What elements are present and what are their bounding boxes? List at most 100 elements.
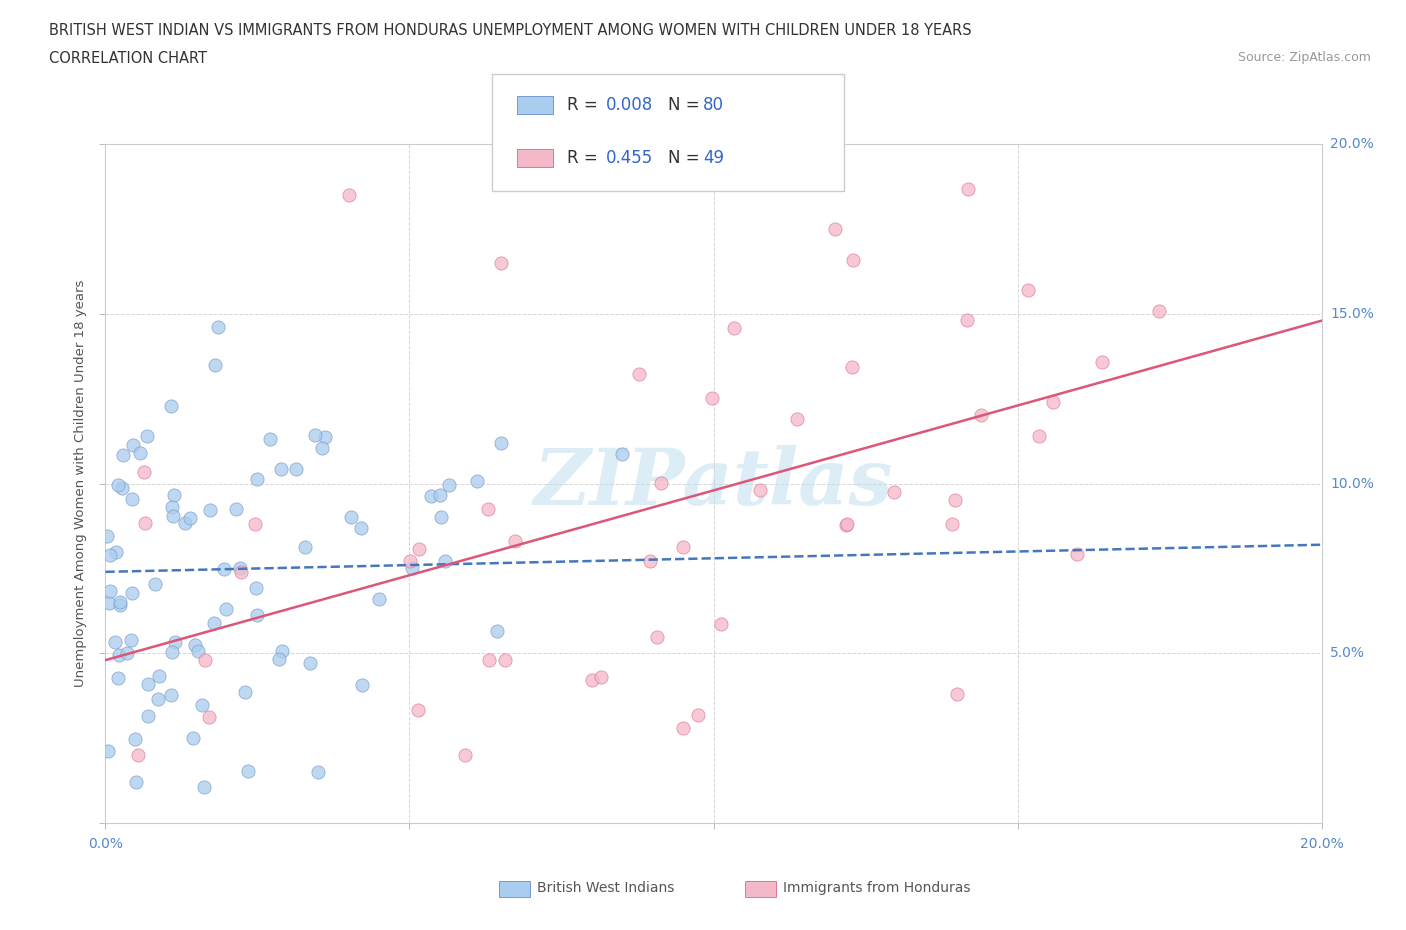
Point (1042, 395, 1064, 410)
Point (160, 644, 183, 659)
Point (228, 560, 250, 575)
Text: R =: R = (567, 149, 603, 167)
Text: 10.0%: 10.0% (1330, 476, 1374, 491)
Point (1017, 283, 1039, 298)
Point (700, 391, 723, 405)
Point (454, 748, 477, 763)
Point (179, 511, 201, 525)
Point (107, 671, 129, 685)
Point (294, 539, 316, 554)
Point (429, 510, 451, 525)
Point (212, 562, 235, 577)
Point (299, 656, 322, 671)
Point (883, 485, 905, 499)
Point (723, 321, 745, 336)
Text: 20.0%: 20.0% (1330, 137, 1374, 152)
Point (748, 483, 770, 498)
Point (121, 437, 143, 452)
Point (477, 502, 499, 517)
Point (121, 491, 143, 506)
Point (307, 764, 329, 779)
Point (96, 529, 118, 544)
Text: 20.0%: 20.0% (1299, 837, 1344, 851)
Point (104, 634, 127, 649)
Text: 15.0%: 15.0% (1330, 307, 1374, 321)
Text: 0.008: 0.008 (606, 96, 654, 114)
Point (408, 541, 430, 556)
Text: 0.455: 0.455 (606, 149, 654, 167)
Text: 49: 49 (703, 149, 724, 167)
Point (229, 565, 252, 579)
Point (98, 547, 121, 562)
Point (824, 221, 846, 236)
Point (612, 446, 634, 461)
Point (146, 691, 169, 706)
Point (270, 461, 292, 476)
Point (628, 366, 651, 381)
Text: N =: N = (668, 149, 704, 167)
Point (173, 515, 195, 530)
Point (304, 428, 326, 443)
Point (368, 591, 391, 606)
Point (837, 516, 859, 531)
Point (160, 499, 183, 514)
Point (686, 708, 709, 723)
Point (105, 544, 128, 559)
Point (1028, 429, 1050, 444)
Point (269, 652, 291, 667)
Point (401, 561, 423, 576)
Point (340, 510, 363, 525)
Point (117, 645, 139, 660)
Point (125, 775, 148, 790)
Point (121, 586, 143, 601)
Point (136, 708, 159, 723)
Text: 5.0%: 5.0% (1330, 646, 1365, 660)
Point (956, 181, 979, 196)
Point (136, 677, 159, 692)
Point (489, 435, 512, 450)
Point (941, 517, 963, 532)
Text: BRITISH WEST INDIAN VS IMMIGRANTS FROM HONDURAS UNEMPLOYMENT AMONG WOMEN WITH CH: BRITISH WEST INDIAN VS IMMIGRANTS FROM H… (49, 23, 972, 38)
Point (314, 430, 336, 445)
Point (120, 632, 142, 647)
Point (1091, 354, 1114, 369)
Point (638, 553, 661, 568)
Point (406, 702, 429, 717)
Text: N =: N = (668, 96, 704, 114)
Point (200, 502, 222, 517)
Point (143, 577, 166, 591)
Point (650, 476, 672, 491)
Point (184, 637, 207, 652)
Text: 80: 80 (703, 96, 724, 114)
Text: Source: ZipAtlas.com: Source: ZipAtlas.com (1237, 51, 1371, 64)
Point (162, 508, 184, 523)
Point (970, 407, 993, 422)
Point (645, 629, 668, 644)
Point (589, 670, 612, 684)
Point (238, 764, 260, 778)
Point (259, 432, 281, 446)
Point (943, 493, 966, 508)
Point (111, 481, 134, 496)
Point (337, 188, 360, 203)
Point (1066, 547, 1088, 562)
Point (246, 472, 269, 486)
Point (97, 744, 120, 759)
Text: R =: R = (567, 96, 603, 114)
Point (134, 515, 156, 530)
Point (98, 584, 121, 599)
Point (107, 477, 129, 492)
Point (437, 478, 460, 493)
Point (207, 320, 229, 335)
Point (1147, 304, 1170, 319)
Point (842, 252, 865, 267)
Text: Immigrants from Honduras: Immigrants from Honduras (783, 881, 970, 896)
Point (246, 608, 269, 623)
Point (181, 730, 204, 745)
Point (160, 399, 183, 414)
Point (710, 617, 733, 631)
Text: CORRELATION CHART: CORRELATION CHART (49, 51, 207, 66)
Point (204, 357, 226, 372)
Point (108, 595, 131, 610)
Point (97, 596, 120, 611)
